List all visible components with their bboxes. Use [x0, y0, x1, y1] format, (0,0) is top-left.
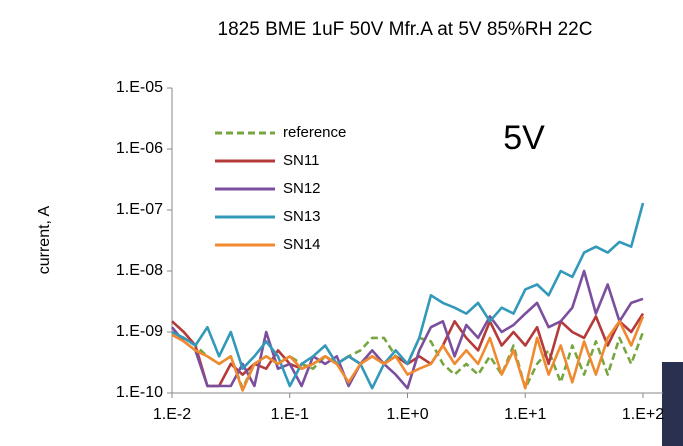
legend-label: reference: [283, 124, 346, 141]
series-line: [171, 202, 645, 390]
y-tick-label: 1.E-10: [116, 384, 163, 401]
y-axis-label: current, A: [36, 205, 53, 274]
corner-photo: [662, 362, 683, 446]
annotation: 5V: [503, 119, 545, 157]
x-tick-label: 1.E+2: [622, 406, 664, 423]
x-tick-label: 1.E+1: [504, 406, 546, 423]
y-tick-label: 1.E-09: [116, 323, 163, 340]
x-tick-label: 1.E+0: [386, 406, 428, 423]
legend-label: SN14: [283, 236, 321, 253]
legend-label: SN11: [283, 152, 319, 169]
y-tick-label: 1.E-05: [116, 79, 163, 96]
chart-title: 1825 BME 1uF 50V Mfr.A at 5V 85%RH 22C: [217, 19, 593, 40]
y-tick-label: 1.E-07: [116, 201, 163, 218]
x-tick-label: 1.E-2: [153, 406, 191, 423]
legend-label: SN12: [283, 180, 321, 197]
x-tick-label: 1.E-1: [271, 406, 309, 423]
y-tick-label: 1.E-08: [116, 262, 163, 279]
series-line: [171, 315, 645, 392]
legend-label: SN13: [283, 208, 321, 225]
y-tick-label: 1.E-06: [116, 140, 163, 157]
series-line: [171, 269, 644, 390]
